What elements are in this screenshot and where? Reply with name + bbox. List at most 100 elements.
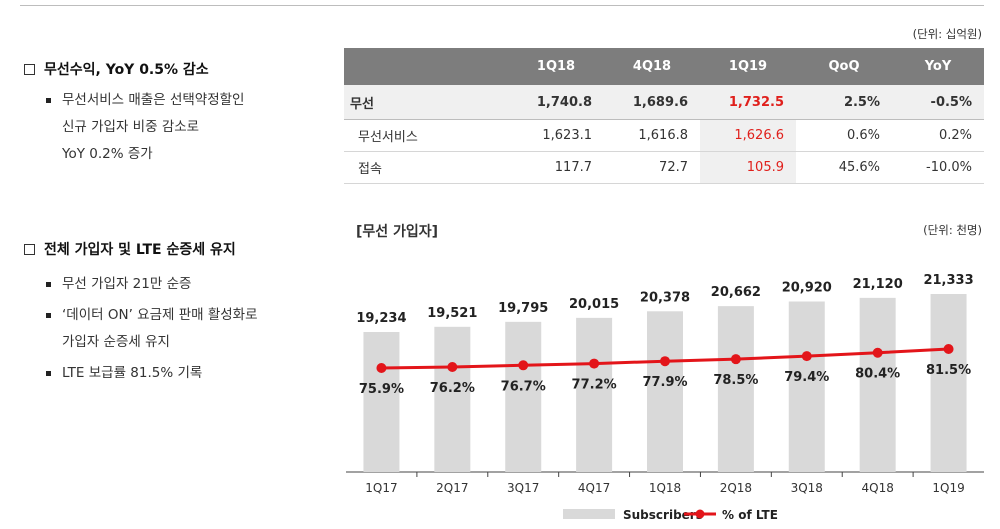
header-cell: QoQ xyxy=(796,48,892,85)
lte-value-label: 79.4% xyxy=(784,370,829,385)
lte-point xyxy=(872,347,883,358)
table-row: 무선 1,740.8 1,689.6 1,732.5 2.5% -0.5% xyxy=(344,85,984,120)
legend-label-lte: % of LTE xyxy=(722,508,778,522)
row-label: 무선 xyxy=(344,85,508,120)
lte-value-label: 77.2% xyxy=(572,378,617,393)
bullet-line: ‘데이터 ON’ 요금제 판매 활성화로 xyxy=(62,307,258,323)
bar-value-label: 21,120 xyxy=(853,277,903,292)
top-divider xyxy=(20,5,984,6)
subscriber-bar xyxy=(930,294,967,472)
lte-value-label: 75.9% xyxy=(359,382,404,397)
lte-value-label: 76.7% xyxy=(501,379,546,394)
row-label: 접속 xyxy=(344,151,508,184)
section-heading-subscribers: 전체 가입자 및 LTE 순증세 유지 xyxy=(24,239,258,259)
section-wireless-revenue: 무선수익, YoY 0.5% 감소 무선서비스 매출은 선택약정할인 신규 가입… xyxy=(24,59,244,168)
table-cell: 1,623.1 xyxy=(508,119,604,152)
bar-value-label: 19,521 xyxy=(427,306,477,321)
x-tick-label: 1Q18 xyxy=(649,481,681,495)
bar-value-label: 20,015 xyxy=(569,297,619,312)
table-header-row: 1Q18 4Q18 1Q19 QoQ YoY xyxy=(344,48,984,85)
header-cell: YoY xyxy=(892,48,984,85)
section-subscribers: 전체 가입자 및 LTE 순증세 유지 무선 가입자 21만 순증 ‘데이터 O… xyxy=(24,239,258,387)
x-tick-label: 2Q17 xyxy=(436,481,468,495)
lte-point xyxy=(589,358,600,369)
header-cell: 4Q18 xyxy=(604,48,700,85)
lte-point xyxy=(801,351,812,362)
subscriber-bar xyxy=(859,297,896,472)
bar-value-label: 19,795 xyxy=(498,301,548,316)
heading-text: 무선수익, YoY 0.5% 감소 xyxy=(44,62,209,78)
lte-value-label: 80.4% xyxy=(855,367,900,382)
table-cell-highlight: 1,732.5 xyxy=(700,85,796,120)
table-cell: 117.7 xyxy=(508,151,604,184)
table-cell: -0.5% xyxy=(892,85,984,120)
lte-value-label: 81.5% xyxy=(926,363,971,378)
table-cell-highlight: 105.9 xyxy=(700,151,796,184)
chart-unit-label: (단위: 천명) xyxy=(923,223,982,237)
table-row: 무선서비스 1,623.1 1,616.8 1,626.6 0.6% 0.2% xyxy=(344,119,984,152)
subscriber-bar xyxy=(576,317,613,472)
legend-label-subscribers: Subscribers xyxy=(623,508,703,522)
lte-value-label: 77.9% xyxy=(642,375,687,390)
lte-point xyxy=(376,363,387,373)
table-cell: 72.7 xyxy=(604,151,700,184)
bullet-item: ‘데이터 ON’ 요금제 판매 활성화로 가입자 순증세 유지 xyxy=(24,302,258,356)
legend-line-marker xyxy=(695,509,705,519)
bar-value-label: 20,662 xyxy=(711,285,761,300)
table-cell: 0.6% xyxy=(796,119,892,152)
bar-value-label: 20,920 xyxy=(782,280,832,295)
subscriber-bar xyxy=(434,326,471,472)
header-cell: 1Q19 xyxy=(700,48,796,85)
bullet-line: 무선서비스 매출은 선택약정할인 xyxy=(62,92,245,108)
x-tick-label: 4Q18 xyxy=(861,481,893,495)
x-tick-label: 3Q18 xyxy=(791,481,823,495)
table-cell: 45.6% xyxy=(796,151,892,184)
bar-value-label: 19,234 xyxy=(356,311,406,326)
header-cell xyxy=(344,48,508,85)
checkbox-square-icon xyxy=(24,63,35,75)
bar-value-label: 20,378 xyxy=(640,290,690,305)
x-tick-label: 2Q18 xyxy=(720,481,752,495)
heading-text: 전체 가입자 및 LTE 순증세 유지 xyxy=(44,242,236,258)
revenue-table: 1Q18 4Q18 1Q19 QoQ YoY 무선 1,740.8 1,689.… xyxy=(344,48,984,184)
lte-value-label: 78.5% xyxy=(713,373,758,388)
x-tick-label: 1Q17 xyxy=(365,481,397,495)
x-tick-label: 4Q17 xyxy=(578,481,610,495)
bullet-line: LTE 보급률 81.5% 기록 xyxy=(62,365,203,381)
lte-point xyxy=(660,356,670,367)
bullet-line: 무선 가입자 21만 순증 xyxy=(62,276,192,292)
table-cell: 1,740.8 xyxy=(508,85,604,120)
section-heading-revenue: 무선수익, YoY 0.5% 감소 xyxy=(24,59,244,79)
bar-value-label: 21,333 xyxy=(923,273,973,288)
subscriber-bar xyxy=(505,321,542,472)
table-cell: 1,616.8 xyxy=(604,119,700,152)
table-cell-highlight: 1,626.6 xyxy=(700,119,796,152)
legend-bar-swatch xyxy=(563,509,615,519)
table-cell: -10.0% xyxy=(892,151,984,184)
header-cell: 1Q18 xyxy=(508,48,604,85)
table-unit-label: (단위: 십억원) xyxy=(912,27,982,41)
table-cell: 2.5% xyxy=(796,85,892,120)
checkbox-square-icon xyxy=(24,243,35,255)
bullet-line: 신규 가입자 비중 감소로 xyxy=(62,119,200,135)
lte-point xyxy=(447,361,458,372)
table-row: 접속 117.7 72.7 105.9 45.6% -10.0% xyxy=(344,151,984,184)
x-tick-label: 1Q19 xyxy=(932,481,964,495)
subscriber-bar xyxy=(788,301,825,472)
bullet-line: YoY 0.2% 증가 xyxy=(62,146,153,162)
subscriber-bar xyxy=(647,311,683,472)
lte-value-label: 76.2% xyxy=(430,381,475,396)
subscriber-bar xyxy=(717,306,754,472)
lte-point xyxy=(730,354,741,365)
x-tick-label: 3Q17 xyxy=(507,481,539,495)
lte-point xyxy=(943,344,954,354)
chart-title: [무선 가입자] xyxy=(356,224,439,240)
subscriber-bar xyxy=(363,331,400,472)
bullet-item: 무선서비스 매출은 선택약정할인 신규 가입자 비중 감소로 YoY 0.2% … xyxy=(24,87,244,168)
table-cell: 1,689.6 xyxy=(604,85,700,120)
bullet-line: 가입자 순증세 유지 xyxy=(62,334,170,350)
table-cell: 0.2% xyxy=(892,119,984,152)
bullet-item: 무선 가입자 21만 순증 xyxy=(24,271,258,298)
lte-point xyxy=(518,360,529,371)
